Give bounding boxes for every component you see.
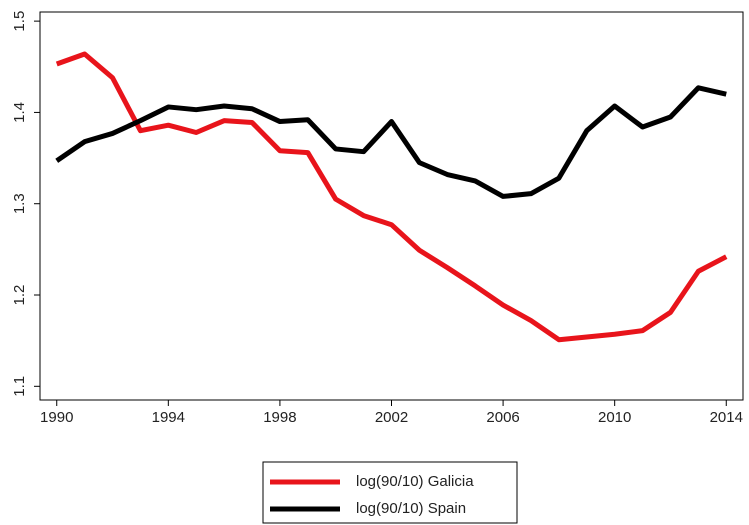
x-tick-label: 2014: [710, 409, 743, 426]
x-tick-label: 1990: [40, 409, 73, 426]
y-tick-label: 1.2: [11, 285, 28, 306]
series-line: [55, 51, 728, 343]
y-tick-label: 1.4: [11, 102, 28, 123]
x-tick-label: 2006: [486, 409, 519, 426]
x-tick-label: 2010: [598, 409, 631, 426]
plot-frame: [39, 11, 744, 401]
legend-label: log(90/10) Galicia: [356, 473, 474, 490]
y-tick-label: 1.5: [11, 11, 28, 32]
series-line: [55, 85, 727, 199]
y-tick-label: 1.3: [11, 193, 28, 214]
legend-box: [262, 461, 518, 524]
x-tick-label: 1998: [263, 409, 296, 426]
x-tick-label: 1994: [152, 409, 185, 426]
y-tick-label: 1.1: [11, 376, 28, 397]
x-tick-label: 2002: [375, 409, 408, 426]
legend-label: log(90/10) Spain: [356, 500, 466, 517]
